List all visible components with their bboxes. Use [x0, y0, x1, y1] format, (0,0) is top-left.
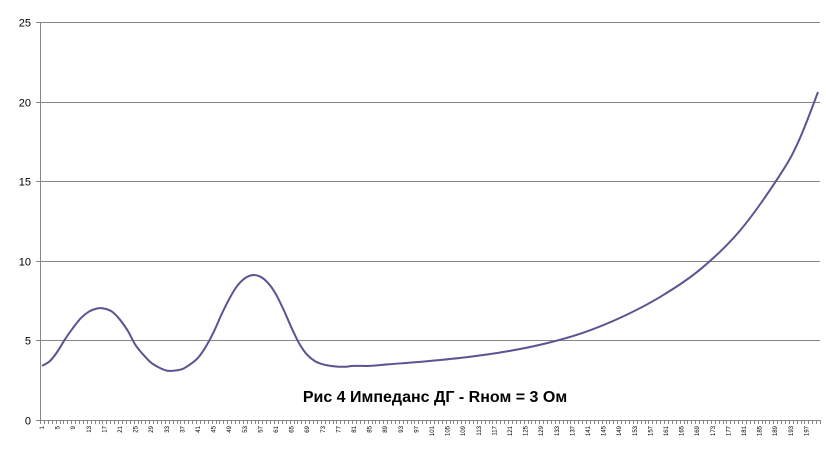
x-tick-label: 21 [118, 425, 124, 432]
x-tick-label: 169 [695, 425, 701, 436]
x-tick-label: 113 [477, 425, 483, 435]
x-tick-label: 149 [617, 425, 623, 436]
x-tick-label: 129 [539, 425, 545, 436]
x-tick-label: 77 [336, 425, 342, 432]
x-tick-label: 181 [742, 425, 748, 436]
x-tick-label: 173 [711, 425, 717, 436]
y-tick-label: 20 [19, 98, 31, 110]
x-tick-label: 69 [305, 425, 311, 432]
x-tick-label: 93 [399, 425, 405, 432]
x-tick-label: 193 [789, 425, 795, 436]
x-tick-label: 157 [648, 425, 654, 436]
x-tick-label: 65 [290, 425, 296, 432]
x-tick-label: 101 [430, 425, 436, 436]
series-layer [41, 91, 819, 372]
x-tick-label: 13 [87, 425, 93, 432]
x-tick-label: 33 [165, 425, 171, 432]
x-tick-label: 109 [461, 425, 467, 436]
x-tick-label: 197 [804, 425, 810, 436]
x-tick-label: 73 [321, 425, 327, 432]
x-tick-label: 53 [243, 425, 249, 432]
x-tick-label: 85 [368, 425, 374, 432]
x-tick-label: 57 [258, 425, 264, 432]
x-tick-label: 153 [633, 425, 639, 436]
x-tick-label: 177 [726, 425, 732, 436]
x-tick-label: 141 [586, 425, 592, 436]
x-tick-label: 61 [274, 425, 280, 432]
y-tick-label: 0 [25, 416, 31, 428]
y-tick-label: 5 [25, 336, 31, 348]
x-tick-label: 133 [555, 425, 561, 436]
x-tick-label: 145 [602, 425, 608, 436]
chart-title: Рис 4 Импеданс ДГ - Rном = 3 Ом [303, 389, 567, 406]
x-tick-label: 121 [508, 425, 514, 436]
x-tick-label: 81 [352, 425, 358, 432]
y-tick-label: 10 [19, 257, 31, 269]
x-tick-label: 45 [212, 425, 218, 432]
x-tick-label: 189 [773, 425, 779, 436]
x-tick-label: 185 [758, 425, 764, 436]
x-tick-label: 29 [149, 425, 155, 432]
y-tick-label: 25 [19, 18, 31, 30]
x-tick-label: 1 [40, 425, 46, 429]
x-tick-label: 117 [492, 425, 498, 435]
x-tick-label: 165 [680, 425, 686, 436]
x-tick-label: 137 [570, 425, 576, 436]
x-tick-label: 17 [102, 425, 108, 432]
x-tick-label: 9 [71, 425, 77, 429]
x-tick-label: 89 [383, 425, 389, 432]
x-tick-label: 37 [180, 425, 186, 432]
y-tick-labels: 0 5 10 15 20 25 [19, 18, 31, 428]
x-tick-label: 105 [446, 425, 452, 436]
x-tick-label: 25 [134, 425, 140, 432]
x-tick-labels: 1 5 9 13 17 21 25 29 33 37 41 45 49 53 57 61 65 69 73 77 81 8… [40, 425, 810, 436]
y-tick-label: 15 [19, 177, 31, 189]
x-tick-label: 161 [664, 425, 670, 436]
gridlines [40, 22, 820, 341]
axes [36, 22, 821, 424]
x-tick-label: 125 [524, 425, 530, 436]
x-tick-label: 97 [414, 425, 420, 432]
x-tick-label: 5 [56, 425, 62, 429]
series-line-0 [41, 91, 819, 372]
x-tick-label: 49 [227, 425, 233, 432]
x-tick-label: 41 [196, 425, 202, 432]
